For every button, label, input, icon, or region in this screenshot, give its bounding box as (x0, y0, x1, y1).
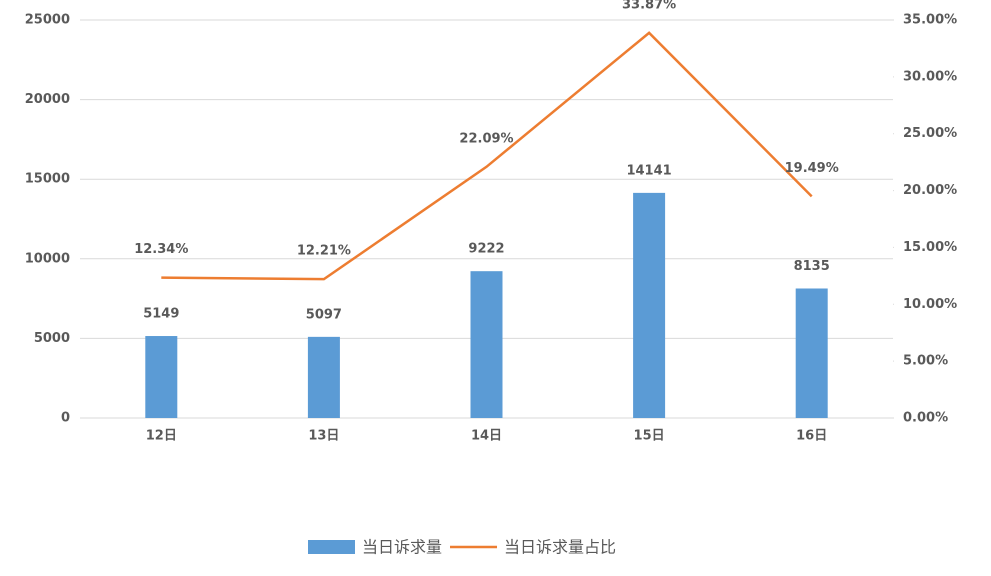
y2-tick-label: 30.00% (903, 69, 957, 84)
line-value-label: 33.87% (622, 0, 676, 12)
y-tick-label: 25000 (25, 13, 70, 28)
x-tick-label: 13日 (308, 429, 339, 444)
x-tick-label: 12日 (146, 429, 177, 444)
y2-tick-label: 0.00% (903, 411, 948, 426)
y2-tick-label: 5.00% (903, 354, 948, 369)
y2-tick-label: 25.00% (903, 126, 957, 141)
line-value-label: 19.49% (785, 161, 839, 176)
y-tick-label: 0 (61, 411, 70, 426)
bar-value-label: 8135 (794, 259, 830, 274)
line (161, 31, 813, 281)
bar (470, 271, 503, 418)
y2-tick-label: 35.00% (903, 13, 957, 28)
bar (145, 336, 178, 418)
y-tick-label: 15000 (25, 172, 70, 187)
bar-value-label: 14141 (626, 163, 671, 178)
x-tick-label: 16日 (796, 429, 827, 444)
y2-tick-label: 15.00% (903, 240, 957, 255)
y2-tick-label: 10.00% (903, 297, 957, 312)
y-tick-label: 20000 (25, 92, 70, 107)
y-tick-label: 10000 (25, 251, 70, 266)
legend-label: 当日诉求量 (362, 538, 442, 557)
line-value-label: 12.21% (297, 244, 351, 259)
bar-value-label: 5097 (306, 307, 342, 322)
y-tick-label: 5000 (34, 331, 70, 346)
legend-label: 当日诉求量占比 (504, 538, 616, 557)
bar (307, 336, 340, 418)
bar (633, 192, 666, 418)
x-tick-label: 15日 (634, 429, 665, 444)
bar (795, 288, 828, 418)
x-tick-label: 14日 (471, 429, 502, 444)
line-value-label: 22.09% (459, 131, 513, 146)
y2-tick-label: 20.00% (903, 183, 957, 198)
bar-value-label: 9222 (468, 242, 504, 257)
line-value-label: 12.34% (134, 242, 188, 257)
bar-value-label: 5149 (143, 307, 179, 322)
legend-swatch (308, 540, 355, 554)
